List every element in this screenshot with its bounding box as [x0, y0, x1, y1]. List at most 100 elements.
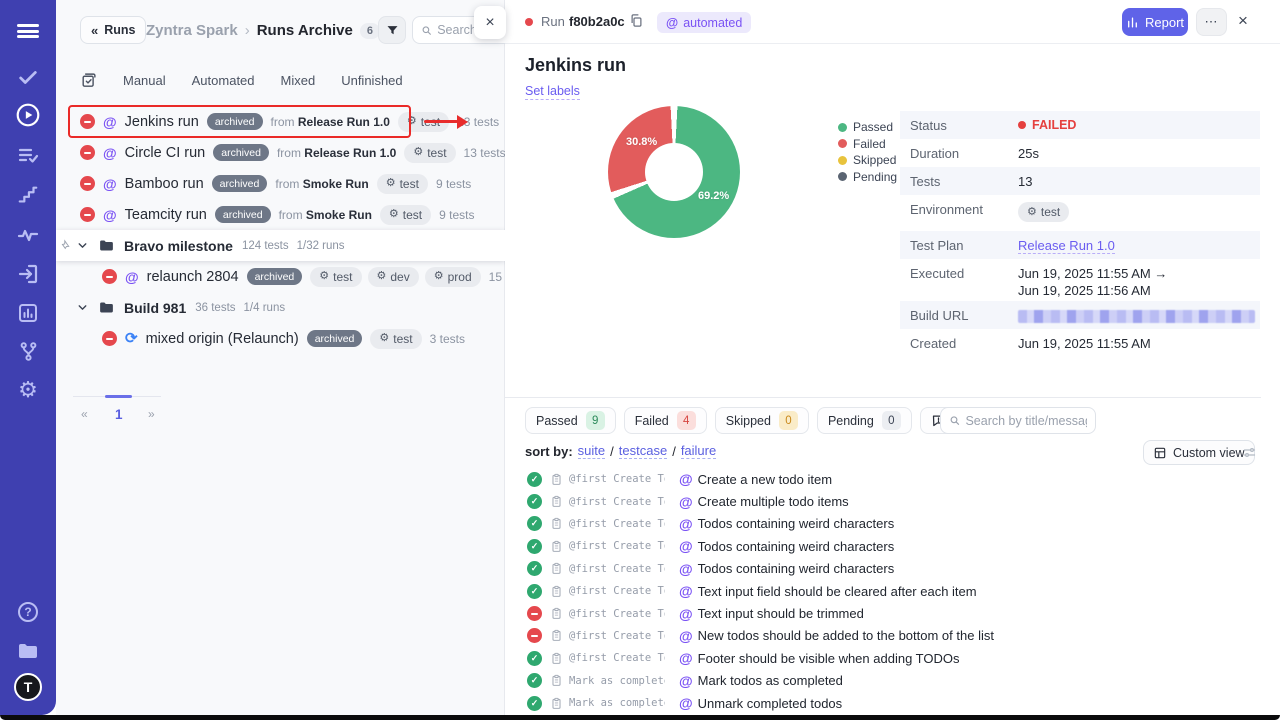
test-result-row[interactable]: ✓ @first Create To... @ Create multiple … — [505, 490, 1261, 512]
gear-icon: ⚙ — [407, 116, 417, 127]
gear-icon: ⚙ — [319, 271, 329, 282]
legend-item[interactable]: Skipped — [838, 152, 897, 169]
test-plan-link[interactable]: Release Run 1.0 — [1018, 238, 1115, 254]
menu-icon[interactable] — [0, 16, 56, 46]
test-list-icon[interactable] — [0, 141, 56, 171]
test-result-row[interactable]: @first Create To... @ New todos should b… — [505, 625, 1261, 647]
legend-color-dot — [838, 139, 847, 148]
close-run-button[interactable]: × — [1238, 11, 1248, 31]
result-filter-button[interactable]: Pending 0 — [817, 407, 912, 434]
run-list-item[interactable]: @ ⟳ Bamboo run archived from Smoke Run ⚙… — [56, 168, 505, 199]
legend-item[interactable]: Failed — [838, 136, 897, 153]
tab-unfinished[interactable]: Unfinished — [341, 73, 402, 88]
tab-mixed[interactable]: Mixed — [281, 73, 316, 88]
pagination-page-1[interactable]: 1 — [115, 407, 123, 422]
avatar[interactable]: T — [0, 672, 56, 702]
filter-funnel-button[interactable] — [378, 16, 406, 44]
test-title: Text input field should be cleared after… — [698, 584, 977, 599]
set-labels-link[interactable]: Set labels — [525, 84, 580, 100]
automated-badge[interactable]: @ automated — [657, 12, 751, 33]
report-chart-icon[interactable] — [0, 298, 56, 328]
copy-run-id-button[interactable] — [629, 13, 644, 33]
help-icon[interactable]: ? — [0, 597, 56, 627]
result-filter-button[interactable]: Failed 4 — [624, 407, 707, 434]
automated-test-icon: @ — [679, 472, 693, 486]
branch-icon[interactable] — [0, 336, 56, 366]
pagination-prev[interactable]: « — [81, 407, 88, 421]
env-badge: ⚙dev — [368, 267, 419, 287]
sort-by-suite[interactable]: suite — [578, 443, 605, 459]
result-filter-button[interactable]: Skipped 0 — [715, 407, 809, 434]
test-result-row[interactable]: @first Create To... @ Text input should … — [505, 602, 1261, 624]
projects-folder-icon[interactable] — [0, 636, 56, 666]
view-settings-icon[interactable] — [1242, 445, 1257, 465]
steps-icon[interactable] — [0, 180, 56, 210]
env-badges: ⚙test — [404, 143, 455, 163]
archived-badge: archived — [207, 113, 263, 130]
breadcrumb-project[interactable]: Zyntra Spark — [146, 22, 238, 39]
results-donut-chart[interactable]: 30.8% 69.2% — [608, 106, 740, 238]
archived-badge: archived — [307, 330, 363, 347]
run-failed-status-icon — [80, 176, 95, 191]
run-list-item[interactable]: @ ⟳ Jenkins run archived from Release Ru… — [56, 106, 505, 137]
tests-search-input[interactable] — [965, 414, 1087, 428]
mixed-run-icon: ⟳ — [125, 331, 138, 346]
chevron-down-icon[interactable] — [76, 301, 89, 314]
sort-by-testcase[interactable]: testcase — [619, 443, 667, 459]
more-actions-button[interactable]: ⋯ — [1196, 8, 1227, 36]
folder-list-item[interactable]: Bravo milestone 124 tests1/32 runs — [56, 230, 505, 261]
close-search-button[interactable]: × — [474, 6, 506, 39]
detail-row: Status FAILED FAILED FAILED FAILED FAILE… — [900, 111, 1260, 139]
detail-value: 13 13 13 13 13 — [1018, 167, 1032, 189]
run-list-item[interactable]: @ ⟳ relaunch 2804 archived ⚙test⚙dev⚙pro… — [56, 261, 505, 292]
test-result-row[interactable]: ✓ @first Create To... @ Text input field… — [505, 580, 1261, 602]
test-result-row[interactable]: ✓ @first Create To... @ Todos containing… — [505, 535, 1261, 557]
import-icon[interactable] — [0, 259, 56, 289]
runs-play-icon[interactable] — [0, 100, 56, 130]
clipboard-icon — [550, 697, 564, 710]
legend-item[interactable]: Passed — [838, 119, 897, 136]
gear-icon[interactable]: ⚙ — [0, 375, 56, 405]
test-suite: Mark as complete... — [569, 675, 665, 687]
pulse-icon[interactable] — [0, 220, 56, 250]
report-button[interactable]: Report — [1122, 8, 1188, 36]
check-icon[interactable] — [0, 62, 56, 92]
select-all-icon[interactable] — [80, 72, 97, 89]
runs-panel: « Runs Zyntra Spark › Runs Archive 6 Man… — [56, 0, 505, 715]
copy-icon — [629, 13, 644, 28]
redacted-build-url[interactable] — [1018, 310, 1255, 323]
back-to-runs-button[interactable]: « Runs — [80, 16, 146, 44]
tests-count: 13 tests — [464, 146, 506, 160]
pagination-next[interactable]: » — [148, 407, 155, 421]
test-result-row[interactable]: ✓ @first Create To... @ Create a new tod… — [505, 468, 1261, 490]
tests-search — [940, 407, 1096, 434]
clipboard-icon — [550, 674, 564, 687]
tab-automated[interactable]: Automated — [192, 73, 255, 88]
test-result-row[interactable]: ✓ @first Create To... @ Todos containing… — [505, 558, 1261, 580]
run-status-dot — [525, 18, 533, 26]
env-badge: ⚙test — [380, 205, 431, 225]
runs-list: @ ⟳ Jenkins run archived from Release Ru… — [56, 106, 505, 354]
sort-by-failure[interactable]: failure — [681, 443, 716, 459]
test-result-row[interactable]: ✓ @first Create To... @ Footer should be… — [505, 647, 1261, 669]
env-badges: ⚙test — [398, 112, 449, 132]
archived-badge: archived — [213, 144, 269, 161]
test-result-row[interactable]: ✓ Mark as complete... @ Mark todos as co… — [505, 670, 1261, 692]
custom-view-button[interactable]: Custom view — [1143, 440, 1255, 465]
legend-item[interactable]: Pending — [838, 169, 897, 186]
run-label: Run — [541, 14, 565, 29]
gear-icon: ⚙ — [386, 178, 396, 189]
test-result-row[interactable]: ✓ @first Create To... @ Todos containing… — [505, 513, 1261, 535]
tab-manual[interactable]: Manual — [123, 73, 166, 88]
run-list-item[interactable]: @ ⟳ Teamcity run archived from Smoke Run… — [56, 199, 505, 230]
detail-value: Jun 19, 2025 11:55 AM → Jun 19, 2025 11:… — [1018, 259, 1167, 298]
chevron-down-icon[interactable] — [76, 239, 89, 252]
folder-meta: 124 tests1/32 runs — [242, 240, 345, 252]
run-list-item[interactable]: @ ⟳ Circle CI run archived from Release … — [56, 137, 505, 168]
folder-list-item[interactable]: Build 981 36 tests1/4 runs — [56, 292, 505, 323]
test-suite: @first Create To... — [569, 585, 665, 597]
test-result-row[interactable]: ✓ Mark as complete... @ Unmark completed… — [505, 692, 1261, 714]
run-list-item[interactable]: @ ⟳ mixed origin (Relaunch) archived ⚙te… — [56, 323, 505, 354]
legend-color-dot — [838, 123, 847, 132]
result-filter-button[interactable]: Passed 9 — [525, 407, 616, 434]
